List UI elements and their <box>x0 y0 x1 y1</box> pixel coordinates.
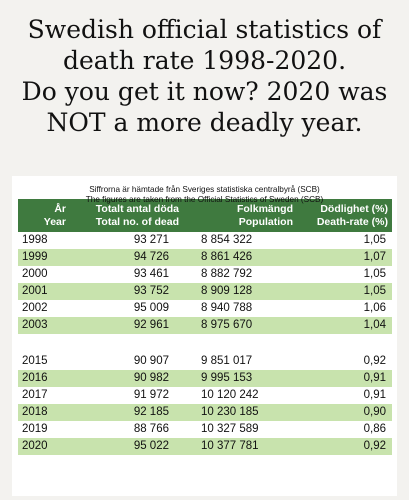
cell-year: 2002 <box>18 300 75 317</box>
cell-year: 2000 <box>18 266 75 283</box>
header-rate-sv: Dödlighet (%) <box>320 203 388 215</box>
cell-year: 2018 <box>18 404 75 421</box>
cell-population: 10 327 589 <box>183 421 297 438</box>
heading-line-1: Swedish official statistics of <box>27 15 382 44</box>
table-row: 2000 93 461 8 882 792 1,05 <box>18 266 392 283</box>
source-swedish: Siffrorna är hämtade från Sveriges stati… <box>89 185 320 194</box>
cell-rate: 1,05 <box>297 232 392 249</box>
death-rate-table: År Year Totalt antal döda Total no. of d… <box>18 199 392 455</box>
heading-line-3: Do you get it now? 2020 was <box>21 77 388 106</box>
cell-year: 1998 <box>18 232 75 249</box>
table-row: 2001 93 752 8 909 128 1,05 <box>18 283 392 300</box>
table-row: 2019 88 766 10 327 589 0,86 <box>18 421 392 438</box>
cell-rate: 0,92 <box>297 438 392 455</box>
gap-cell <box>18 334 392 353</box>
table-body: 1998 93 271 8 854 322 1,05 1999 94 726 8 861 4… <box>18 232 392 455</box>
header-rate: Dödlighet (%) Death-rate (%) <box>297 199 392 232</box>
source-english: The figures are taken from the Official … <box>85 195 324 204</box>
table-row: 2015 90 907 9 851 017 0,92 <box>18 353 392 370</box>
cell-year: 2001 <box>18 283 75 300</box>
cell-dead: 95 022 <box>75 438 183 455</box>
cell-population: 10 120 242 <box>183 387 297 404</box>
header-pop-sv: Folkmängd <box>236 203 293 215</box>
table-gap-row <box>18 334 392 353</box>
table-row: 2017 91 972 10 120 242 0,91 <box>18 387 392 404</box>
statistics-card: Siffrorna är hämtade från Sveriges stati… <box>12 176 397 496</box>
table-row: 2002 95 009 8 940 788 1,06 <box>18 300 392 317</box>
cell-rate: 0,91 <box>297 370 392 387</box>
header-year: År Year <box>18 199 75 232</box>
cell-rate: 1,05 <box>297 283 392 300</box>
cell-dead: 93 461 <box>75 266 183 283</box>
cell-population: 8 882 792 <box>183 266 297 283</box>
cell-year: 2016 <box>18 370 75 387</box>
table-row: 2003 92 961 8 975 670 1,04 <box>18 317 392 334</box>
cell-year: 2019 <box>18 421 75 438</box>
cell-population: 8 909 128 <box>183 283 297 300</box>
header-year-sv: År <box>54 203 66 215</box>
header-pop-en: Population <box>238 216 293 228</box>
cell-dead: 93 271 <box>75 232 183 249</box>
cell-dead: 91 972 <box>75 387 183 404</box>
cell-population: 8 975 670 <box>183 317 297 334</box>
header-dead-en: Total no. of dead <box>95 216 179 228</box>
cell-rate: 1,07 <box>297 249 392 266</box>
cell-population: 8 854 322 <box>183 232 297 249</box>
cell-year: 2015 <box>18 353 75 370</box>
cell-dead: 92 185 <box>75 404 183 421</box>
cell-year: 2003 <box>18 317 75 334</box>
header-population: Folkmängd Population <box>183 199 297 232</box>
cell-population: 9 995 153 <box>183 370 297 387</box>
cell-population: 8 861 426 <box>183 249 297 266</box>
cell-dead: 94 726 <box>75 249 183 266</box>
cell-population: 8 940 788 <box>183 300 297 317</box>
cell-dead: 95 009 <box>75 300 183 317</box>
cell-rate: 0,92 <box>297 353 392 370</box>
header-dead: Totalt antal döda Total no. of dead <box>75 199 183 232</box>
header-dead-sv: Totalt antal döda <box>95 203 179 215</box>
table-row: 2018 92 185 10 230 185 0,90 <box>18 404 392 421</box>
heading-line-4: NOT a more deadly year. <box>46 108 363 137</box>
table-row: 1998 93 271 8 854 322 1,05 <box>18 232 392 249</box>
table-row: 2016 90 982 9 995 153 0,91 <box>18 370 392 387</box>
cell-rate: 0,90 <box>297 404 392 421</box>
cell-year: 2020 <box>18 438 75 455</box>
table-row: 2020 95 022 10 377 781 0,92 <box>18 438 392 455</box>
table-header-row: År Year Totalt antal döda Total no. of d… <box>18 199 392 232</box>
cell-year: 1999 <box>18 249 75 266</box>
cell-year: 2017 <box>18 387 75 404</box>
cell-dead: 90 907 <box>75 353 183 370</box>
cell-population: 10 230 185 <box>183 404 297 421</box>
table-row: 1999 94 726 8 861 426 1,07 <box>18 249 392 266</box>
cell-rate: 0,86 <box>297 421 392 438</box>
cell-dead: 90 982 <box>75 370 183 387</box>
cell-population: 9 851 017 <box>183 353 297 370</box>
cell-rate: 1,05 <box>297 266 392 283</box>
cell-dead: 92 961 <box>75 317 183 334</box>
cell-rate: 0,91 <box>297 387 392 404</box>
header-rate-en: Death-rate (%) <box>316 216 388 228</box>
source-note: Siffrorna är hämtade från Sveriges stati… <box>12 176 397 204</box>
cell-rate: 1,06 <box>297 300 392 317</box>
cell-rate: 1,04 <box>297 317 392 334</box>
heading-line-2: death rate 1998-2020. <box>62 46 347 75</box>
cell-dead: 93 752 <box>75 283 183 300</box>
heading: Swedish official statistics of death rat… <box>0 14 409 138</box>
cell-dead: 88 766 <box>75 421 183 438</box>
header-year-en: Year <box>43 216 66 228</box>
cell-population: 10 377 781 <box>183 438 297 455</box>
